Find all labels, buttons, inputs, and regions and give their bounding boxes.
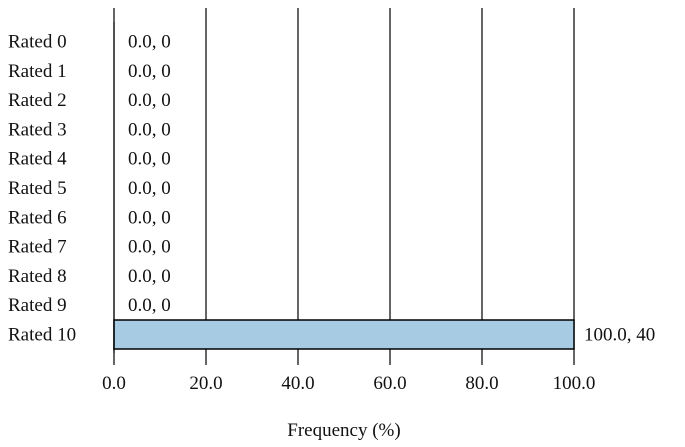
category-label: Rated 1 (8, 61, 67, 82)
data-label: 0.0, 0 (128, 32, 171, 53)
category-label: Rated 6 (8, 207, 67, 228)
data-label: 100.0, 40 (584, 325, 655, 346)
x-axis-title: Frequency (%) (287, 420, 400, 441)
category-label: Rated 9 (8, 295, 67, 316)
bar-layer (114, 27, 574, 349)
data-label: 0.0, 0 (128, 119, 171, 140)
data-label: 0.0, 0 (128, 61, 171, 82)
grid-layer (114, 8, 574, 353)
bar-rated-10 (114, 320, 574, 349)
data-label: 0.0, 0 (128, 149, 171, 170)
category-label: Rated 7 (8, 237, 67, 258)
data-label: 0.0, 0 (128, 295, 171, 316)
data-label: 0.0, 0 (128, 207, 171, 228)
category-label: Rated 10 (8, 325, 76, 346)
category-label: Rated 0 (8, 32, 67, 53)
data-label: 0.0, 0 (128, 237, 171, 258)
category-label: Rated 5 (8, 178, 67, 199)
x-tick-label: 80.0 (465, 373, 498, 394)
category-label: Rated 4 (8, 149, 67, 170)
category-label: Rated 3 (8, 119, 67, 140)
x-tick-label: 20.0 (189, 373, 222, 394)
data-label: 0.0, 0 (128, 178, 171, 199)
label-layer: Rated 0 0.0, 0 Rated 1 0.0, 0 Rated 2 0.0, 0 R… (8, 32, 655, 346)
x-tick-label: 40.0 (281, 373, 314, 394)
data-label: 0.0, 0 (128, 90, 171, 111)
x-tick-label: 60.0 (373, 373, 406, 394)
data-label: 0.0, 0 (128, 266, 171, 287)
x-tick-label: 0.0 (102, 373, 126, 394)
category-label: Rated 8 (8, 266, 67, 287)
category-label: Rated 2 (8, 90, 67, 111)
x-tick-label: 100.0 (553, 373, 596, 394)
